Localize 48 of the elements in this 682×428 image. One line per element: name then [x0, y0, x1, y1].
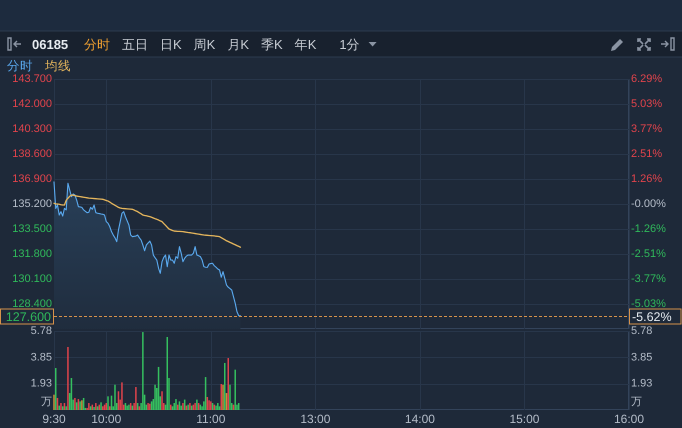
y-tick-label: 133.500	[12, 223, 52, 235]
y-tick-label: 130.100	[12, 273, 52, 285]
y-tick-label: 143.700	[12, 73, 52, 85]
ref-line-label: 127.600	[6, 310, 52, 324]
text: 五日	[122, 37, 148, 52]
y2-tick-label: -0.00%	[631, 198, 666, 210]
text: 1分	[339, 37, 360, 52]
y-tick-label: 140.300	[12, 123, 52, 135]
y2-tick-label: -5.03%	[631, 298, 666, 310]
chart-title: 06185	[32, 37, 68, 52]
legend-label: 分时	[7, 59, 33, 73]
y2-tick-label: 2.51%	[631, 148, 662, 160]
y2-tick-label: -1.26%	[631, 223, 666, 236]
x-tick-label: 13:00	[300, 412, 331, 426]
x-tick-label: 10:00	[91, 412, 122, 426]
y-tick-label: 131.800	[12, 248, 52, 260]
y2-tick-label: 1.93	[631, 378, 652, 390]
text: 均线	[44, 59, 71, 73]
x-tick-label: 11:00	[196, 412, 226, 426]
text: 周K	[194, 37, 216, 52]
y2-tick-label: -2.51%	[631, 248, 666, 260]
y-tick-label: 1.93	[30, 378, 52, 390]
y-tick-label: 142.000	[12, 98, 52, 110]
y2-axis-title: 万	[631, 396, 642, 408]
y-axis-title: 万	[41, 396, 52, 408]
y2-tick-label: -3.77%	[631, 272, 666, 285]
y-tick-label: 136.900	[12, 173, 52, 185]
y2-tick-label: 5.03%	[631, 98, 662, 110]
text: 季K	[261, 37, 284, 52]
text: 分时	[84, 37, 110, 52]
y2-tick-label: 5.78	[631, 325, 652, 337]
y2-tick-label: 3.77%	[631, 123, 662, 136]
y2-tick-label: 6.29%	[631, 73, 662, 85]
y-tick-label: 135.200	[12, 198, 52, 210]
text: 日K	[160, 37, 182, 52]
y-tick-label: 5.78	[30, 325, 52, 337]
y2-tick-label: 3.85	[631, 351, 652, 364]
x-tick-label: 9:30	[42, 412, 66, 426]
x-tick-label: 15:00	[509, 412, 540, 426]
y-tick-label: 138.600	[12, 148, 52, 160]
y-tick-label: 128.400	[12, 298, 52, 310]
text: 年K	[294, 37, 317, 52]
x-tick-label: 14:00	[404, 412, 436, 426]
y2-tick-label: 1.26%	[631, 172, 662, 185]
text: 月K	[227, 37, 250, 52]
text: -5.62%	[632, 310, 672, 324]
x-tick-label: 16:00	[614, 412, 644, 426]
y-tick-label: 3.85	[30, 351, 52, 364]
